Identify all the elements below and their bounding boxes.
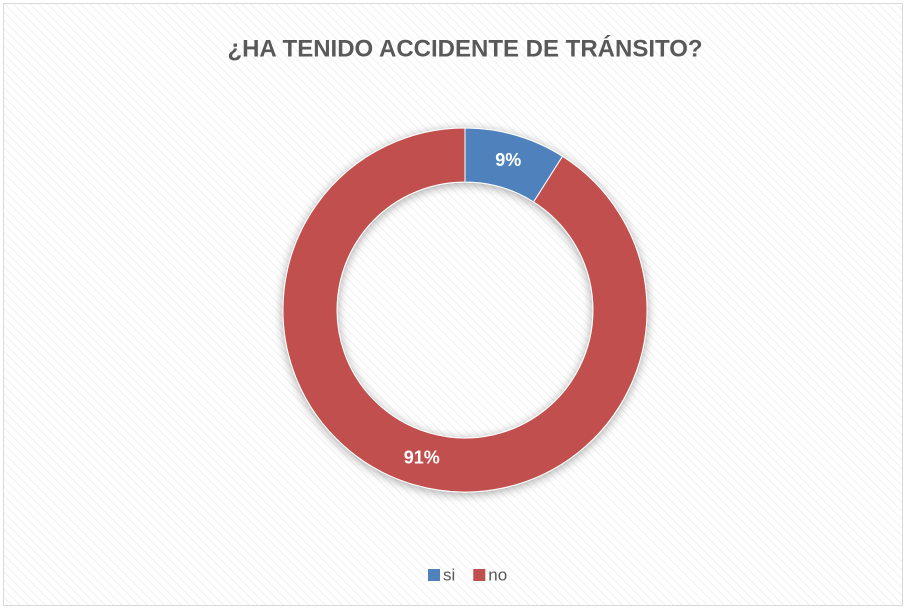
donut bbox=[282, 127, 648, 493]
legend-swatch bbox=[473, 569, 486, 581]
chart-title: ¿HA TENIDO ACCIDENTE DE TRÁNSITO? bbox=[227, 34, 702, 62]
donut-slice bbox=[282, 127, 648, 493]
chart-frame bbox=[3, 3, 903, 606]
legend-label: no bbox=[488, 565, 507, 584]
legend-swatch bbox=[428, 569, 440, 581]
data-label: 91% bbox=[404, 448, 440, 468]
legend-label: si bbox=[443, 565, 455, 584]
data-label: 9% bbox=[495, 150, 521, 170]
